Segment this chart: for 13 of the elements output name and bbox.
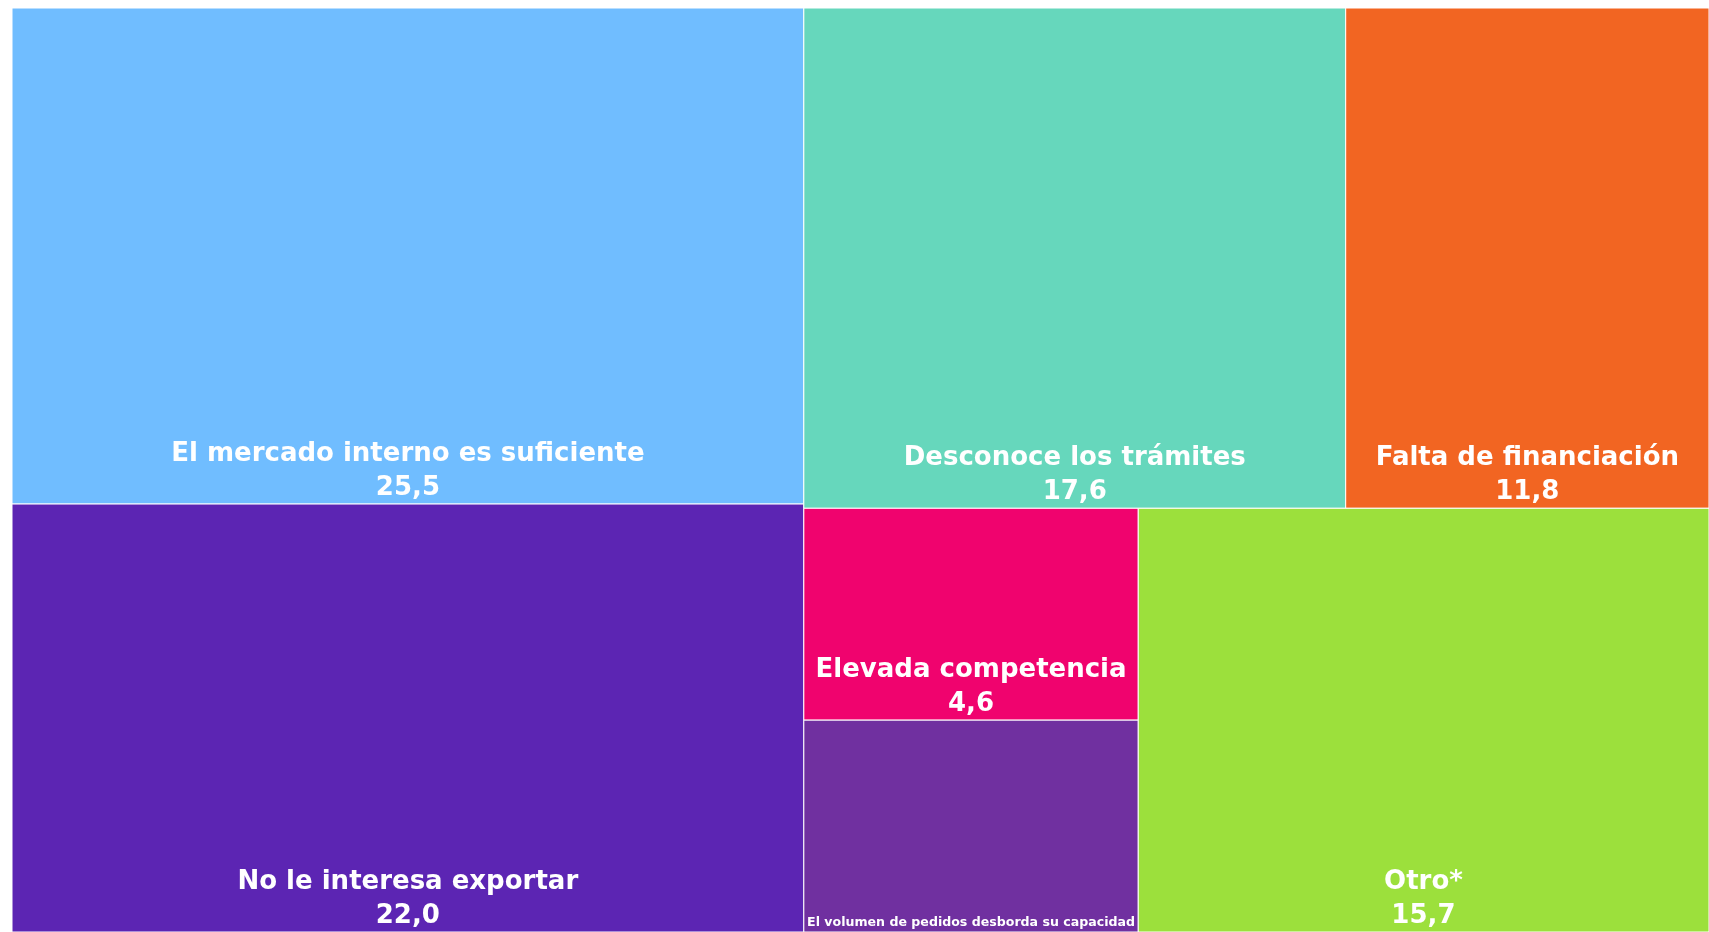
category-label: Otro* <box>1384 865 1464 896</box>
category-label: Falta de financiación <box>1375 441 1680 472</box>
data-label: 22,0 <box>375 899 440 929</box>
data-label: 15,7 <box>1391 899 1456 929</box>
data-label: 17,6 <box>1042 475 1107 506</box>
category-label: No le interesa exportar <box>237 865 579 896</box>
category-label: Elevada competencia <box>815 653 1127 684</box>
data-label: 4,6 <box>948 687 995 718</box>
category-label: El mercado interno es suficiente <box>171 437 645 468</box>
category-label: El volumen de pedidos desborda su capacidad <box>807 914 1135 930</box>
data-label: 11,8 <box>1495 475 1560 506</box>
category-label: Desconoce los trámites <box>903 441 1246 472</box>
data-label: 25,5 <box>375 471 440 502</box>
